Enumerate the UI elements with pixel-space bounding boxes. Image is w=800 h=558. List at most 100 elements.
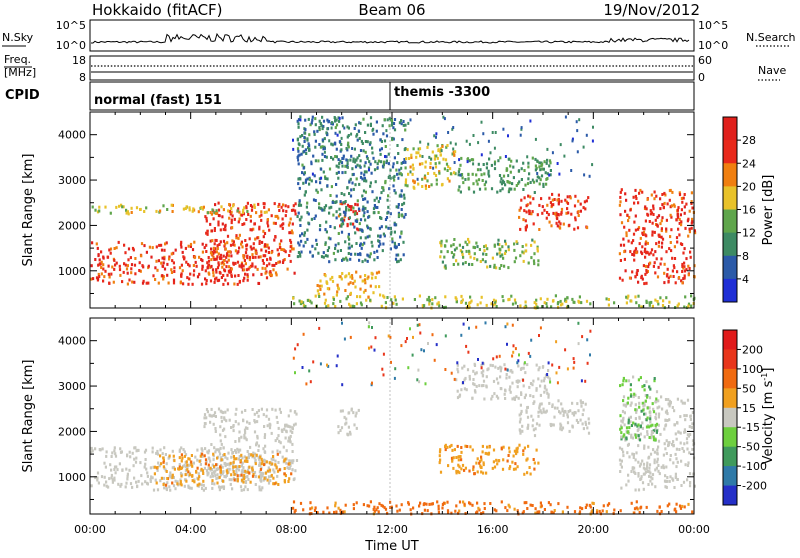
velocity-cell	[462, 500, 465, 504]
time-tick-label: 04:00	[175, 523, 207, 536]
power-cell	[661, 237, 665, 241]
power-cell	[328, 139, 331, 143]
power-cell	[299, 234, 302, 238]
power-cell	[130, 267, 133, 271]
velocity-cell	[266, 469, 269, 473]
power-cell	[297, 142, 300, 146]
power-cell	[637, 226, 641, 230]
power-cell	[673, 257, 677, 260]
power-cell	[364, 131, 367, 134]
velocity-cell	[100, 475, 104, 479]
power-cell	[400, 189, 403, 193]
power-cell	[260, 213, 263, 217]
power-cell	[225, 255, 228, 259]
power-cell	[248, 258, 251, 262]
power-cell	[214, 211, 217, 215]
power-cell	[640, 305, 643, 309]
velocity-cell	[658, 412, 661, 416]
power-cell	[357, 129, 360, 133]
velocity-cell	[284, 474, 287, 478]
power-cell	[192, 273, 195, 277]
power-cell	[678, 233, 681, 237]
power-cell	[396, 161, 399, 165]
power-cell	[485, 303, 488, 307]
power-cell	[557, 197, 560, 201]
power-cell	[513, 260, 516, 264]
velocity-cell	[686, 447, 689, 451]
velocity-cell	[220, 458, 223, 462]
velocity-cell	[475, 371, 478, 375]
power-cell	[583, 173, 586, 177]
power-cell	[536, 175, 539, 179]
power-cell	[683, 211, 686, 215]
power-cell	[427, 142, 430, 146]
power-cell	[107, 272, 110, 276]
velocity-cell	[355, 411, 358, 415]
velocity-cell	[672, 440, 675, 444]
power-cell	[314, 159, 317, 163]
velocity-cell	[162, 476, 166, 480]
power-cell	[487, 172, 490, 176]
velocity-cell	[239, 474, 242, 478]
power-cell	[513, 242, 516, 246]
power-cell	[297, 118, 301, 122]
power-cell	[216, 211, 219, 215]
power-cell	[394, 191, 397, 195]
velocity-cell	[213, 482, 216, 486]
velocity-cell	[691, 510, 694, 514]
power-cell	[589, 302, 592, 306]
velocity-cell	[634, 417, 637, 421]
colorbar-swatch	[723, 349, 737, 370]
power-cell	[369, 284, 372, 288]
velocity-cell	[674, 432, 677, 436]
power-cell	[228, 250, 231, 254]
power-cell	[439, 150, 442, 153]
power-cell	[334, 119, 337, 123]
power-cell	[268, 262, 271, 266]
velocity-cell	[637, 434, 640, 438]
power-cell	[250, 247, 253, 251]
power-cell	[242, 268, 246, 272]
power-cell	[274, 235, 277, 238]
power-cell	[326, 177, 329, 181]
velocity-cell	[266, 424, 269, 428]
power-cell	[525, 249, 528, 253]
power-cell	[645, 268, 648, 272]
velocity-cell	[507, 503, 510, 507]
velocity-cell	[168, 454, 171, 458]
velocity-cell	[205, 460, 208, 464]
velocity-cell	[460, 388, 463, 392]
power-cell	[402, 120, 405, 123]
velocity-cell	[641, 426, 644, 430]
power-cell	[108, 248, 111, 252]
velocity-cell	[560, 402, 563, 406]
power-cell	[424, 184, 427, 188]
velocity-cell	[649, 479, 652, 483]
power-cell	[275, 262, 278, 265]
velocity-cell	[540, 379, 543, 383]
velocity-cell	[588, 503, 591, 507]
velocity-cell	[485, 375, 488, 379]
power-cell	[556, 162, 559, 165]
power-cell	[234, 249, 237, 253]
power-cell	[574, 218, 577, 222]
velocity-cell	[676, 421, 679, 425]
power-cell	[188, 277, 191, 281]
power-cell	[256, 267, 259, 271]
colorbar-swatch	[723, 427, 737, 448]
power-cell	[500, 264, 503, 267]
velocity-cell	[212, 422, 215, 426]
velocity-cell	[649, 452, 653, 456]
power-cell	[245, 205, 248, 209]
power-cell	[511, 302, 515, 306]
power-cell	[97, 277, 100, 281]
velocity-cell	[485, 471, 488, 475]
velocity-cell	[648, 470, 651, 474]
power-cell	[671, 269, 674, 273]
power-cell	[265, 276, 269, 280]
velocity-cell	[270, 431, 273, 435]
power-cell	[314, 247, 317, 251]
velocity-cell	[657, 415, 660, 419]
velocity-cell	[573, 411, 576, 414]
velocity-cell	[492, 448, 496, 452]
